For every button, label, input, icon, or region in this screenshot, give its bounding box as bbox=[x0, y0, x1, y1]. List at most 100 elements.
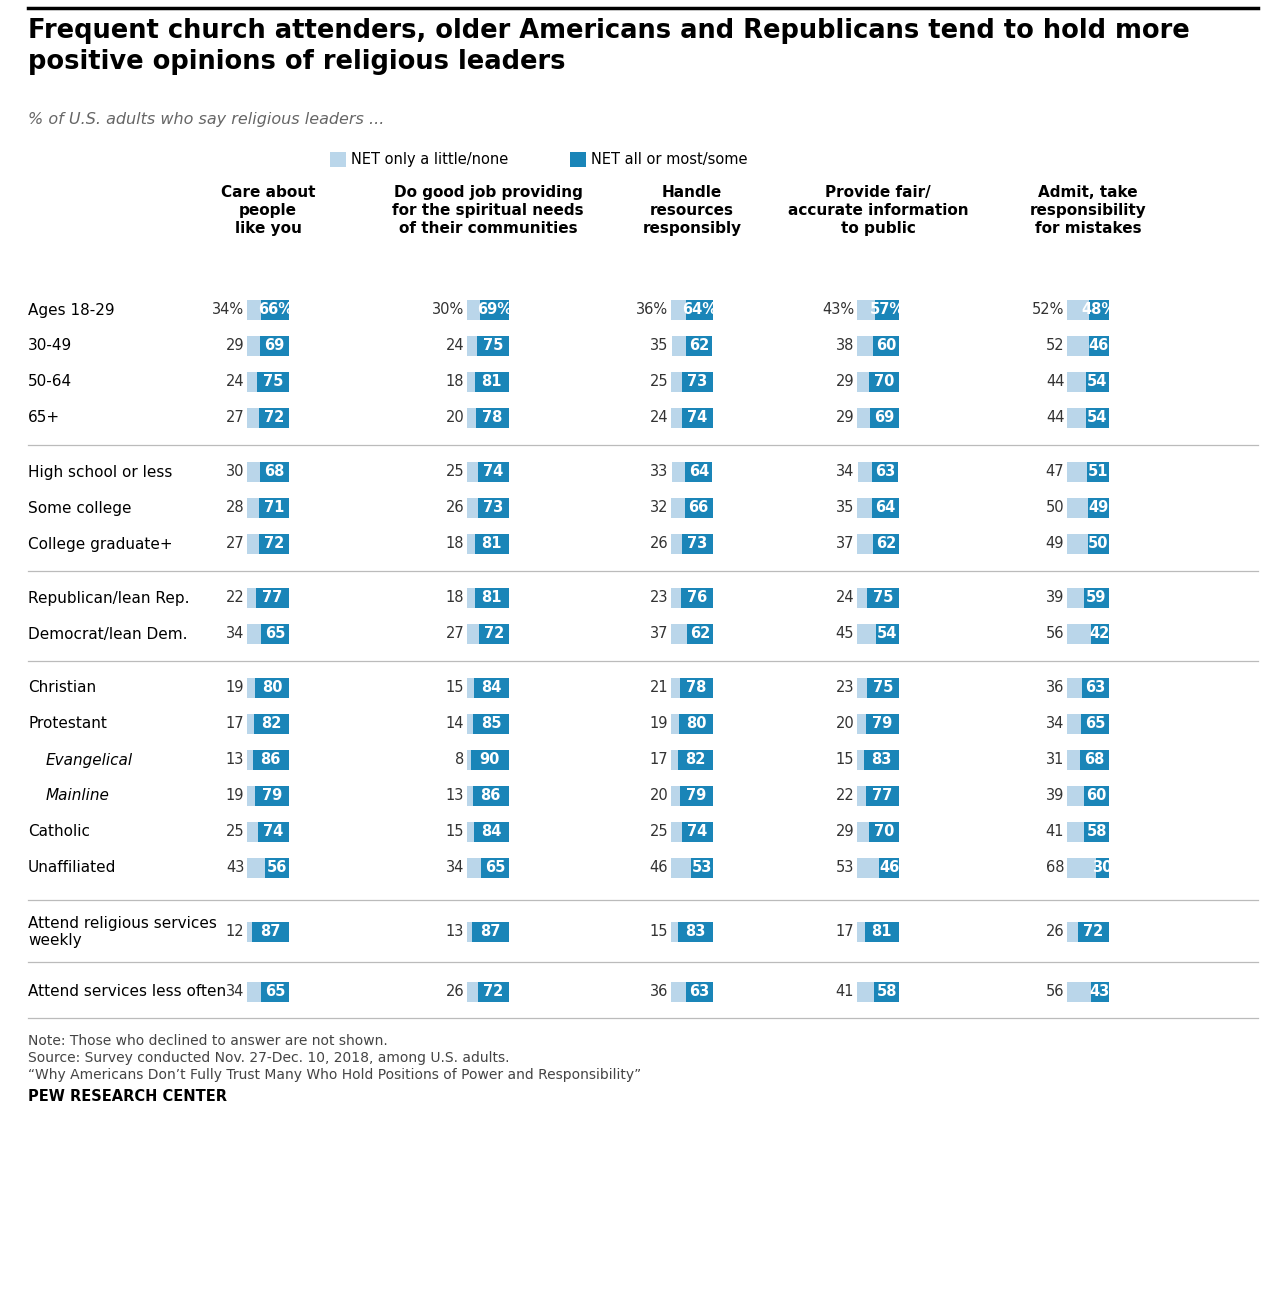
Text: 58: 58 bbox=[1087, 824, 1107, 840]
Text: Provide fair/
accurate information
to public: Provide fair/ accurate information to pu… bbox=[788, 185, 968, 236]
Bar bbox=[873, 534, 899, 553]
Bar bbox=[864, 750, 899, 769]
Text: 66: 66 bbox=[688, 500, 709, 516]
Text: 48%: 48% bbox=[1082, 302, 1116, 318]
Text: 79: 79 bbox=[685, 789, 706, 803]
Bar bbox=[671, 858, 691, 878]
Bar bbox=[467, 299, 480, 320]
Text: 57%: 57% bbox=[869, 302, 904, 318]
Bar bbox=[478, 497, 509, 518]
Text: 49: 49 bbox=[1088, 500, 1109, 516]
Text: 44: 44 bbox=[1046, 410, 1065, 426]
Text: 50: 50 bbox=[1088, 536, 1109, 552]
Bar bbox=[865, 713, 899, 734]
Text: 68: 68 bbox=[264, 465, 284, 479]
Text: 74: 74 bbox=[687, 410, 707, 426]
Text: Unaffiliated: Unaffiliated bbox=[28, 861, 116, 875]
Bar bbox=[247, 922, 252, 943]
Bar bbox=[467, 922, 472, 943]
Bar bbox=[475, 372, 509, 392]
Bar bbox=[671, 497, 685, 518]
Bar bbox=[467, 497, 478, 518]
Text: 34: 34 bbox=[1046, 716, 1065, 732]
Bar bbox=[258, 497, 289, 518]
Text: 82: 82 bbox=[261, 716, 282, 732]
Text: 56: 56 bbox=[266, 861, 287, 875]
Text: 81: 81 bbox=[481, 536, 502, 552]
Bar bbox=[1085, 372, 1109, 392]
Text: Care about
people
like you: Care about people like you bbox=[221, 185, 315, 236]
Text: 44: 44 bbox=[1046, 375, 1065, 389]
Bar bbox=[858, 858, 880, 878]
Text: 46: 46 bbox=[1089, 339, 1109, 354]
Text: 23: 23 bbox=[836, 681, 854, 695]
Bar bbox=[1067, 624, 1091, 644]
Text: 52: 52 bbox=[1046, 339, 1065, 354]
Bar bbox=[475, 589, 509, 608]
Text: 31: 31 bbox=[1046, 753, 1065, 767]
Text: 81: 81 bbox=[872, 924, 891, 940]
Bar bbox=[473, 822, 509, 842]
Text: 75: 75 bbox=[873, 591, 894, 605]
Bar bbox=[869, 408, 899, 428]
Bar bbox=[678, 750, 712, 769]
Bar bbox=[1084, 589, 1109, 608]
Text: PEW RESEARCH CENTER: PEW RESEARCH CENTER bbox=[28, 1088, 228, 1104]
Text: 15: 15 bbox=[446, 681, 464, 695]
Text: 49: 49 bbox=[1046, 536, 1065, 552]
Text: 33: 33 bbox=[651, 465, 669, 479]
Text: 35: 35 bbox=[651, 339, 669, 354]
Bar bbox=[671, 624, 687, 644]
Text: 26: 26 bbox=[446, 984, 464, 1000]
Bar bbox=[258, 534, 289, 553]
Bar bbox=[261, 624, 289, 644]
Bar bbox=[247, 858, 265, 878]
Text: Some college: Some college bbox=[28, 500, 131, 516]
Text: 87: 87 bbox=[260, 924, 280, 940]
Text: 69: 69 bbox=[874, 410, 894, 426]
Bar bbox=[858, 372, 869, 392]
Text: 84: 84 bbox=[481, 681, 502, 695]
Text: 21: 21 bbox=[649, 681, 669, 695]
Bar bbox=[1084, 786, 1109, 806]
Bar bbox=[467, 678, 473, 698]
Text: 14: 14 bbox=[446, 716, 464, 732]
Bar bbox=[252, 922, 289, 943]
Text: 74: 74 bbox=[264, 824, 283, 840]
Text: 8: 8 bbox=[455, 753, 464, 767]
Bar bbox=[858, 822, 869, 842]
Text: 68: 68 bbox=[1046, 861, 1065, 875]
Bar bbox=[1067, 299, 1089, 320]
Bar bbox=[247, 982, 261, 1003]
Text: 42: 42 bbox=[1089, 626, 1110, 642]
Bar bbox=[671, 750, 678, 769]
Bar bbox=[472, 922, 509, 943]
Bar bbox=[247, 534, 258, 553]
Bar bbox=[475, 534, 509, 553]
Bar bbox=[467, 750, 471, 769]
Text: 24: 24 bbox=[445, 339, 464, 354]
Bar bbox=[671, 462, 685, 482]
Text: Democrat/lean Dem.: Democrat/lean Dem. bbox=[28, 626, 188, 642]
Text: 29: 29 bbox=[836, 824, 854, 840]
Text: 81: 81 bbox=[481, 375, 502, 389]
Bar bbox=[685, 497, 712, 518]
Bar bbox=[680, 589, 712, 608]
Text: 74: 74 bbox=[484, 465, 503, 479]
Text: 43: 43 bbox=[1089, 984, 1110, 1000]
Text: 46: 46 bbox=[649, 861, 669, 875]
Text: 80: 80 bbox=[262, 681, 282, 695]
Bar bbox=[471, 750, 508, 769]
Text: 86: 86 bbox=[261, 753, 280, 767]
Bar bbox=[467, 713, 473, 734]
Text: 63: 63 bbox=[874, 465, 895, 479]
Text: Protestant: Protestant bbox=[28, 716, 107, 732]
Bar bbox=[477, 336, 509, 355]
Bar bbox=[247, 462, 260, 482]
Text: 25: 25 bbox=[445, 465, 464, 479]
Bar bbox=[1067, 534, 1088, 553]
Bar bbox=[261, 299, 289, 320]
Bar bbox=[867, 589, 899, 608]
Bar bbox=[671, 922, 678, 943]
Bar bbox=[255, 713, 289, 734]
